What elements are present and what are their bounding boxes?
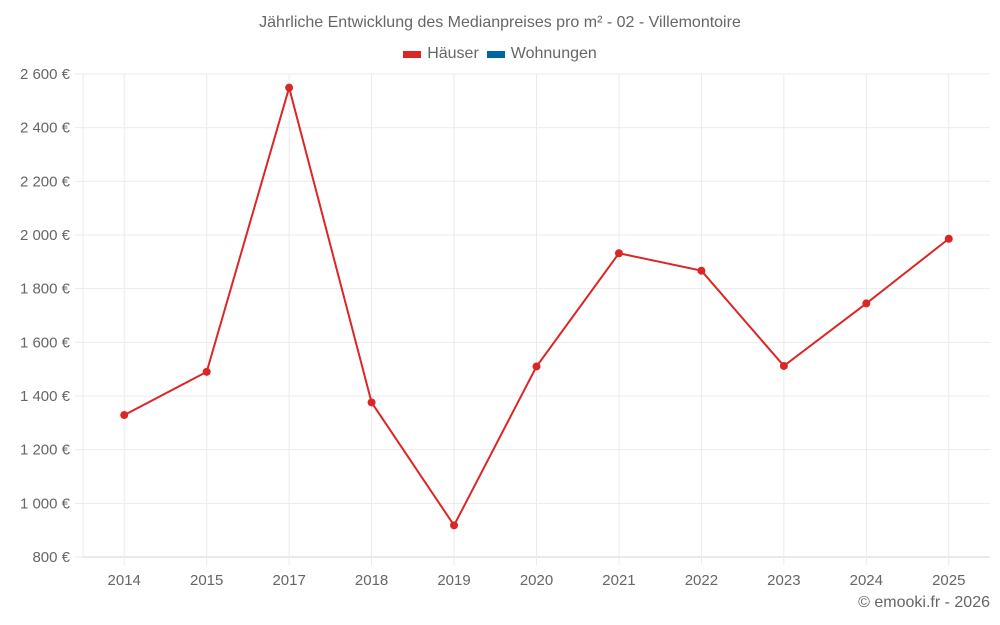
y-tick-label: 2 600 €: [20, 66, 71, 83]
x-tick-label: 2017: [272, 572, 305, 589]
x-tick-label: 2014: [108, 572, 141, 589]
data-point[interactable]: [202, 367, 211, 376]
data-point[interactable]: [120, 411, 129, 420]
data-point[interactable]: [450, 521, 459, 530]
legend-swatch-haeuser: [403, 50, 422, 58]
data-point[interactable]: [944, 234, 953, 243]
y-tick-label: 2 400 €: [20, 120, 71, 137]
x-tick-label: 2024: [850, 572, 883, 589]
chart-title: Jährliche Entwicklung des Medianpreises …: [259, 14, 741, 31]
y-tick-label: 1 800 €: [20, 281, 71, 298]
y-tick-label: 1 400 €: [20, 388, 71, 405]
x-tick-label: 2015: [190, 572, 223, 589]
data-point[interactable]: [285, 83, 294, 92]
x-tick-label: 2025: [932, 572, 965, 589]
legend-label-haeuser: Häuser: [427, 45, 479, 62]
data-point[interactable]: [614, 249, 623, 258]
y-tick-label: 1 600 €: [20, 334, 71, 351]
legend-label-wohnungen: Wohnungen: [510, 45, 597, 62]
legend-item-haeuser[interactable]: Häuser: [403, 45, 479, 63]
legend-swatch-wohnungen: [486, 50, 505, 58]
y-tick-label: 2 200 €: [20, 173, 71, 190]
x-tick-label: 2021: [602, 572, 635, 589]
legend-item-wohnungen[interactable]: Wohnungen: [486, 45, 597, 63]
y-tick-label: 1 200 €: [20, 442, 71, 459]
x-tick-label: 2022: [685, 572, 718, 589]
y-tick-label: 2 000 €: [20, 227, 71, 244]
x-tick-label: 2018: [355, 572, 388, 589]
data-point[interactable]: [532, 362, 541, 371]
x-tick-label: 2019: [437, 572, 470, 589]
y-tick-label: 1 000 €: [20, 495, 71, 512]
data-point[interactable]: [697, 266, 706, 275]
chart-legend: Häuser Wohnungen: [0, 45, 1000, 63]
data-point[interactable]: [367, 398, 376, 407]
x-tick-label: 2023: [767, 572, 800, 589]
data-point[interactable]: [779, 361, 788, 370]
y-tick-label: 800 €: [32, 549, 70, 566]
x-tick-label: 2020: [520, 572, 553, 589]
copyright-credit: © emooki.fr - 2026: [858, 594, 990, 611]
data-point[interactable]: [862, 299, 871, 308]
